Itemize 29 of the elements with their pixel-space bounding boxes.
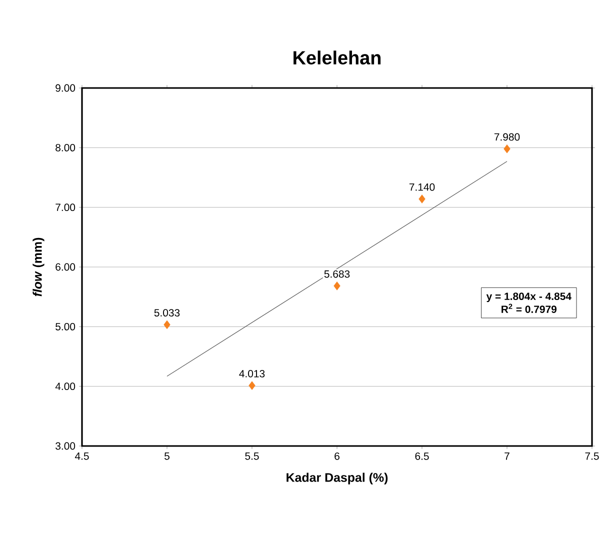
x-tick-label: 4.5 (74, 452, 89, 460)
data-label: 7.980 (494, 133, 520, 141)
x-tick-label: 7.5 (585, 452, 599, 460)
data-label: 5.033 (154, 309, 180, 317)
y-axis-title: flow (mm) (32, 238, 44, 296)
data-label: 4.013 (239, 370, 265, 378)
point (334, 282, 340, 290)
x-tick-label: 6.5 (415, 452, 429, 460)
point (504, 144, 510, 154)
x-tick-label: 5.5 (245, 452, 259, 460)
point (164, 320, 170, 330)
y-tick-label: 7.00 (56, 204, 76, 212)
x-axis-title: Kadar Daspal (%) (286, 472, 388, 484)
y-tick-label: 6.00 (56, 263, 76, 271)
annotation: R$^{2}$ = 0.7979 (502, 304, 557, 313)
x-tick-label: 6 (334, 452, 340, 460)
y-tick-label: 4.00 (55, 382, 76, 390)
data-label: 7.140 (409, 183, 435, 191)
point (418, 194, 426, 204)
data-label: 5.683 (324, 270, 350, 278)
point (248, 381, 256, 390)
y-tick-label: 5.00 (56, 322, 76, 330)
chart-title: Kelelehan (294, 50, 381, 65)
x-tick-label: 5 (164, 452, 170, 460)
y-tick-label: 3.00 (56, 442, 76, 450)
y-tick-label: 8.00 (56, 144, 76, 152)
y-tick-label: 9.00 (56, 84, 76, 92)
annotation: y = 1.804x - 4.854 (486, 292, 572, 302)
x-tick-label: 7 (504, 452, 510, 460)
